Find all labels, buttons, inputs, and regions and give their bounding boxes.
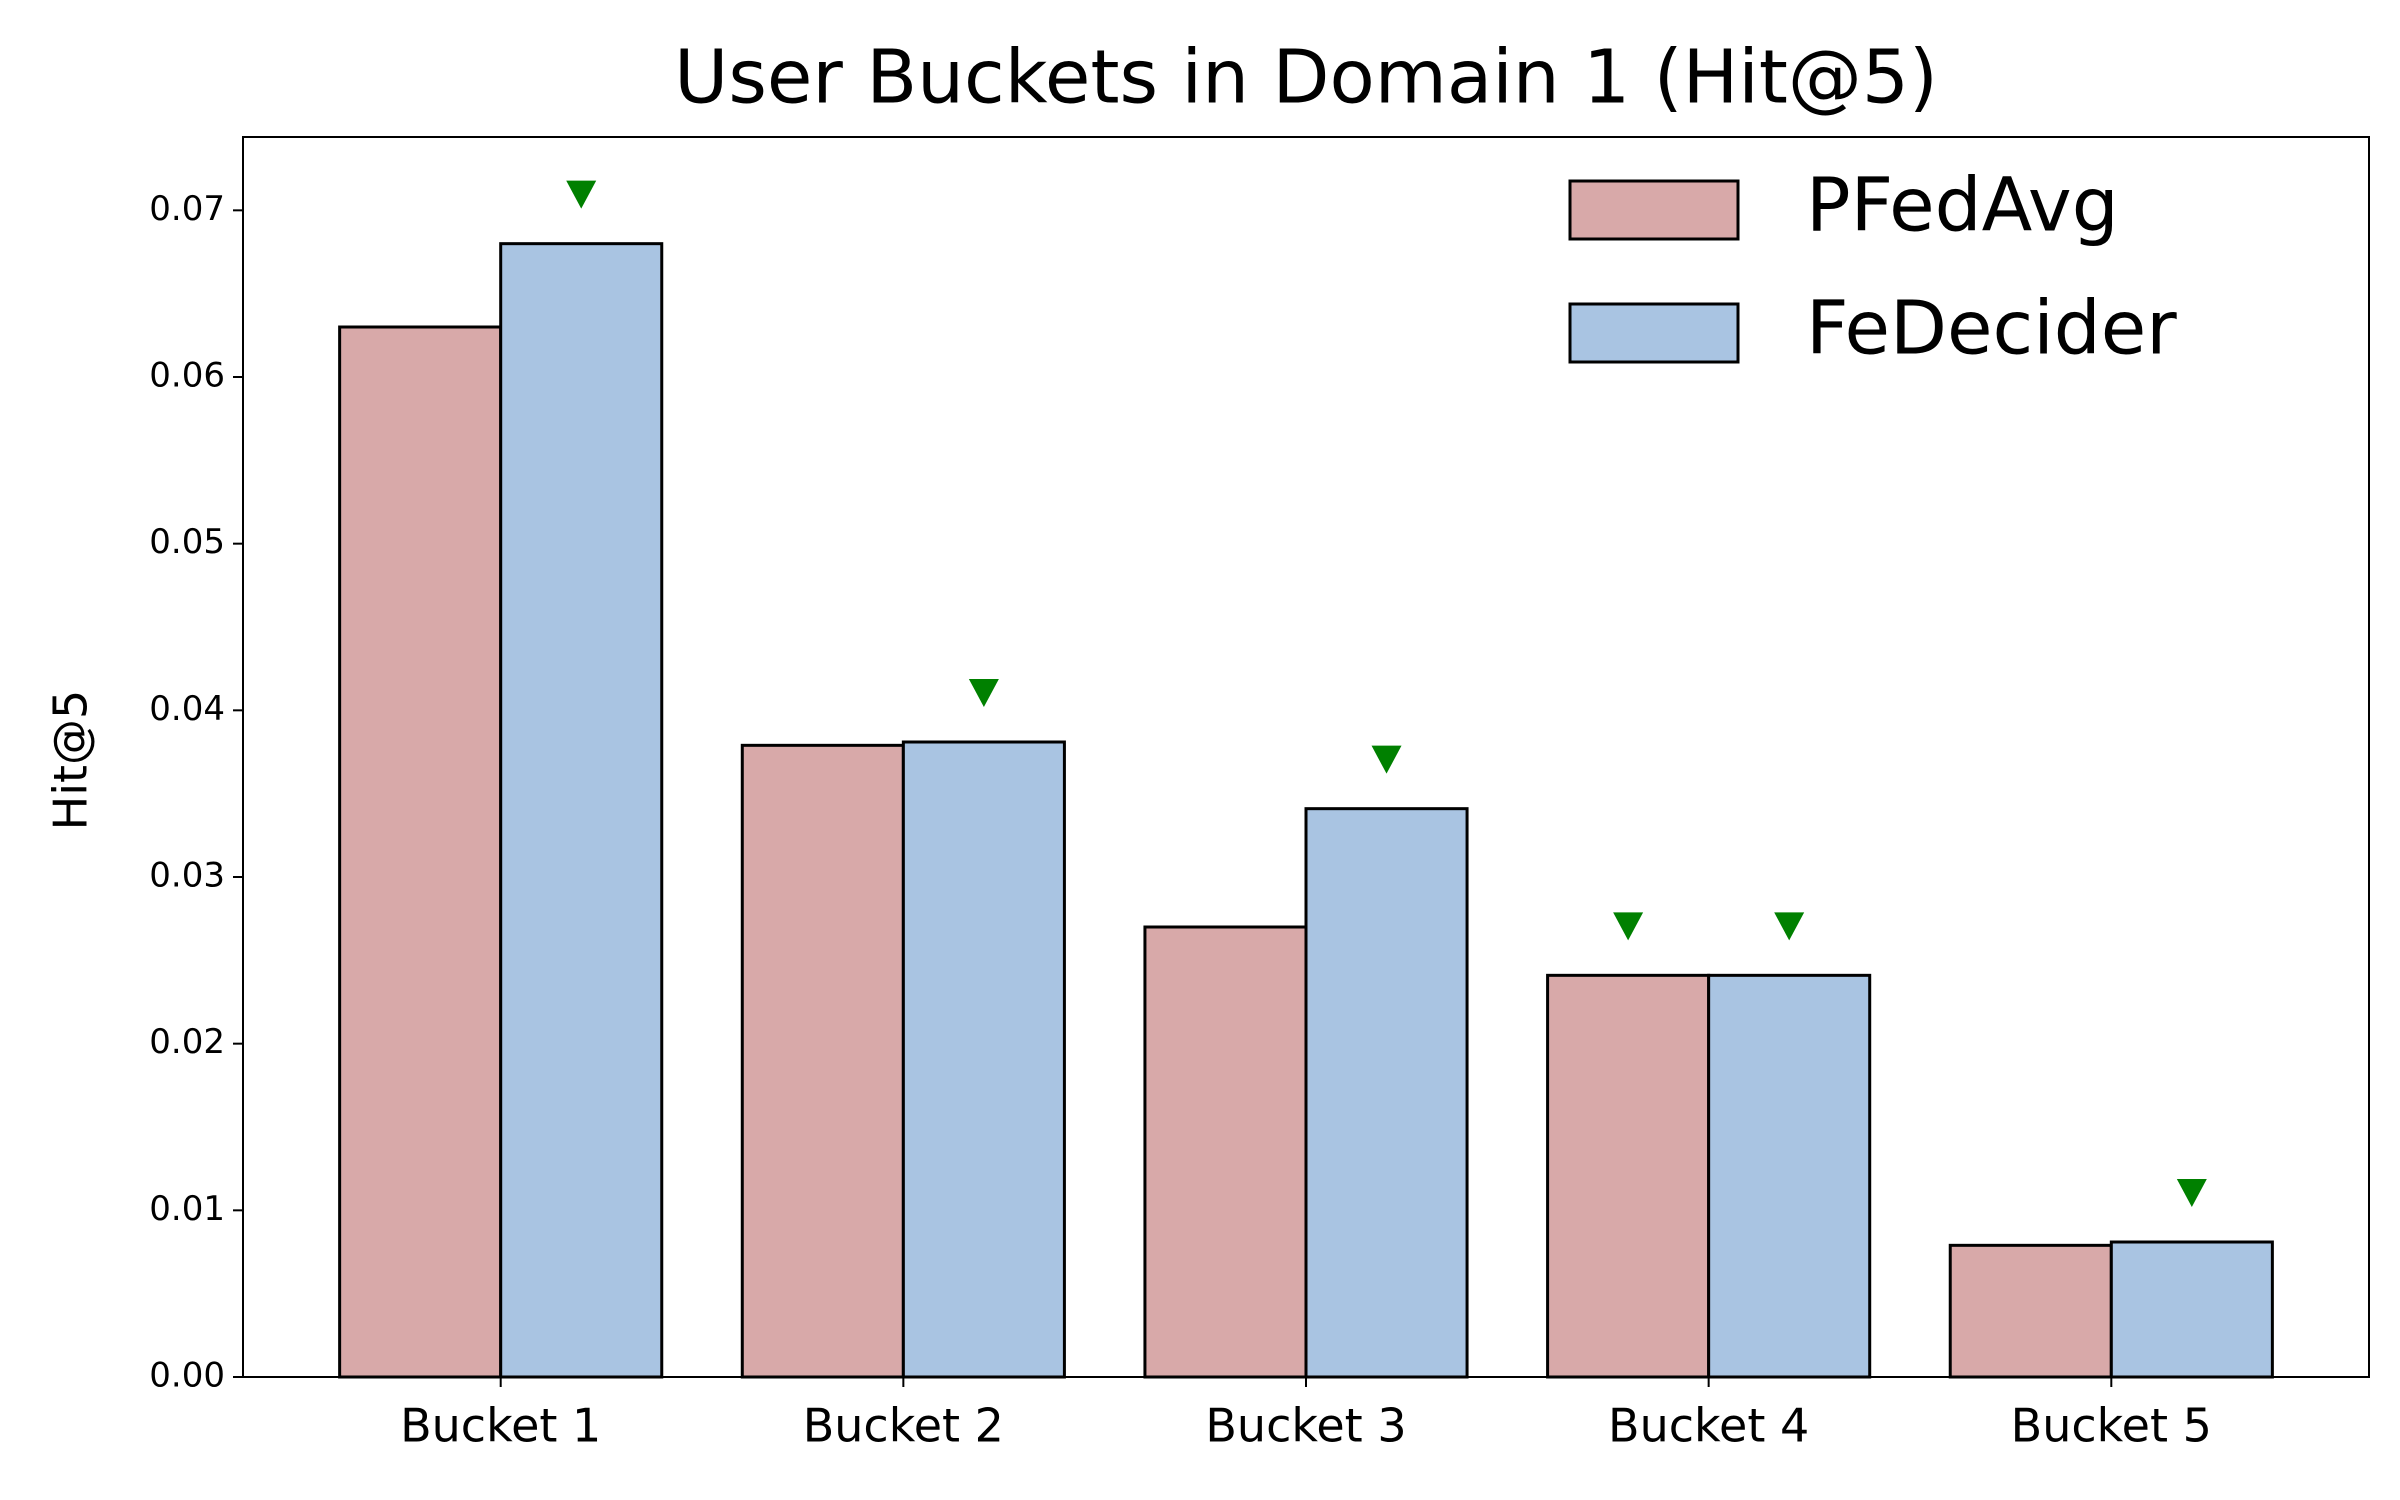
- bar: [1948, 1243, 2113, 1379]
- bar: [1304, 807, 1469, 1379]
- y-tick-label: 0.04: [149, 689, 225, 729]
- legend-swatch: [1568, 179, 1740, 241]
- legend-label: FeDecider: [1806, 286, 2177, 372]
- y-tick-label: 0.02: [149, 1022, 225, 1062]
- chart-title: User Buckets in Domain 1 (Hit@5): [674, 35, 1938, 121]
- marker: [1774, 912, 1805, 941]
- x-tick-label: Bucket 1: [400, 1399, 601, 1453]
- legend-swatch: [1568, 302, 1740, 364]
- bar: [901, 740, 1066, 1379]
- y-tick-label: 0.07: [149, 189, 225, 229]
- x-tick-label: Bucket 3: [1205, 1399, 1406, 1453]
- bar: [338, 325, 503, 1379]
- y-tick-label: 0.00: [149, 1356, 225, 1396]
- marker: [1613, 912, 1644, 941]
- bar: [499, 242, 664, 1379]
- x-tick-label: Bucket 4: [1608, 1399, 1809, 1453]
- legend-label: PFedAvg: [1806, 163, 2119, 249]
- y-tick-label: 0.05: [149, 522, 225, 562]
- y-tick-label: 0.01: [149, 1189, 225, 1229]
- marker: [2176, 1179, 2207, 1207]
- bar: [1546, 973, 1711, 1379]
- y-tick-label: 0.03: [149, 856, 225, 896]
- x-tick-label: Bucket 5: [2011, 1399, 2212, 1453]
- marker: [968, 679, 999, 707]
- bar: [740, 743, 905, 1379]
- x-tick-label: Bucket 2: [803, 1399, 1004, 1453]
- y-axis-label: Hit@5: [44, 690, 98, 831]
- plot-frame: [242, 136, 2370, 1378]
- bar: [1143, 925, 1308, 1379]
- y-tick-label: 0.06: [149, 356, 225, 396]
- marker: [1371, 745, 1402, 774]
- bar: [1707, 973, 1872, 1379]
- bar: [2109, 1240, 2274, 1379]
- marker: [566, 180, 597, 209]
